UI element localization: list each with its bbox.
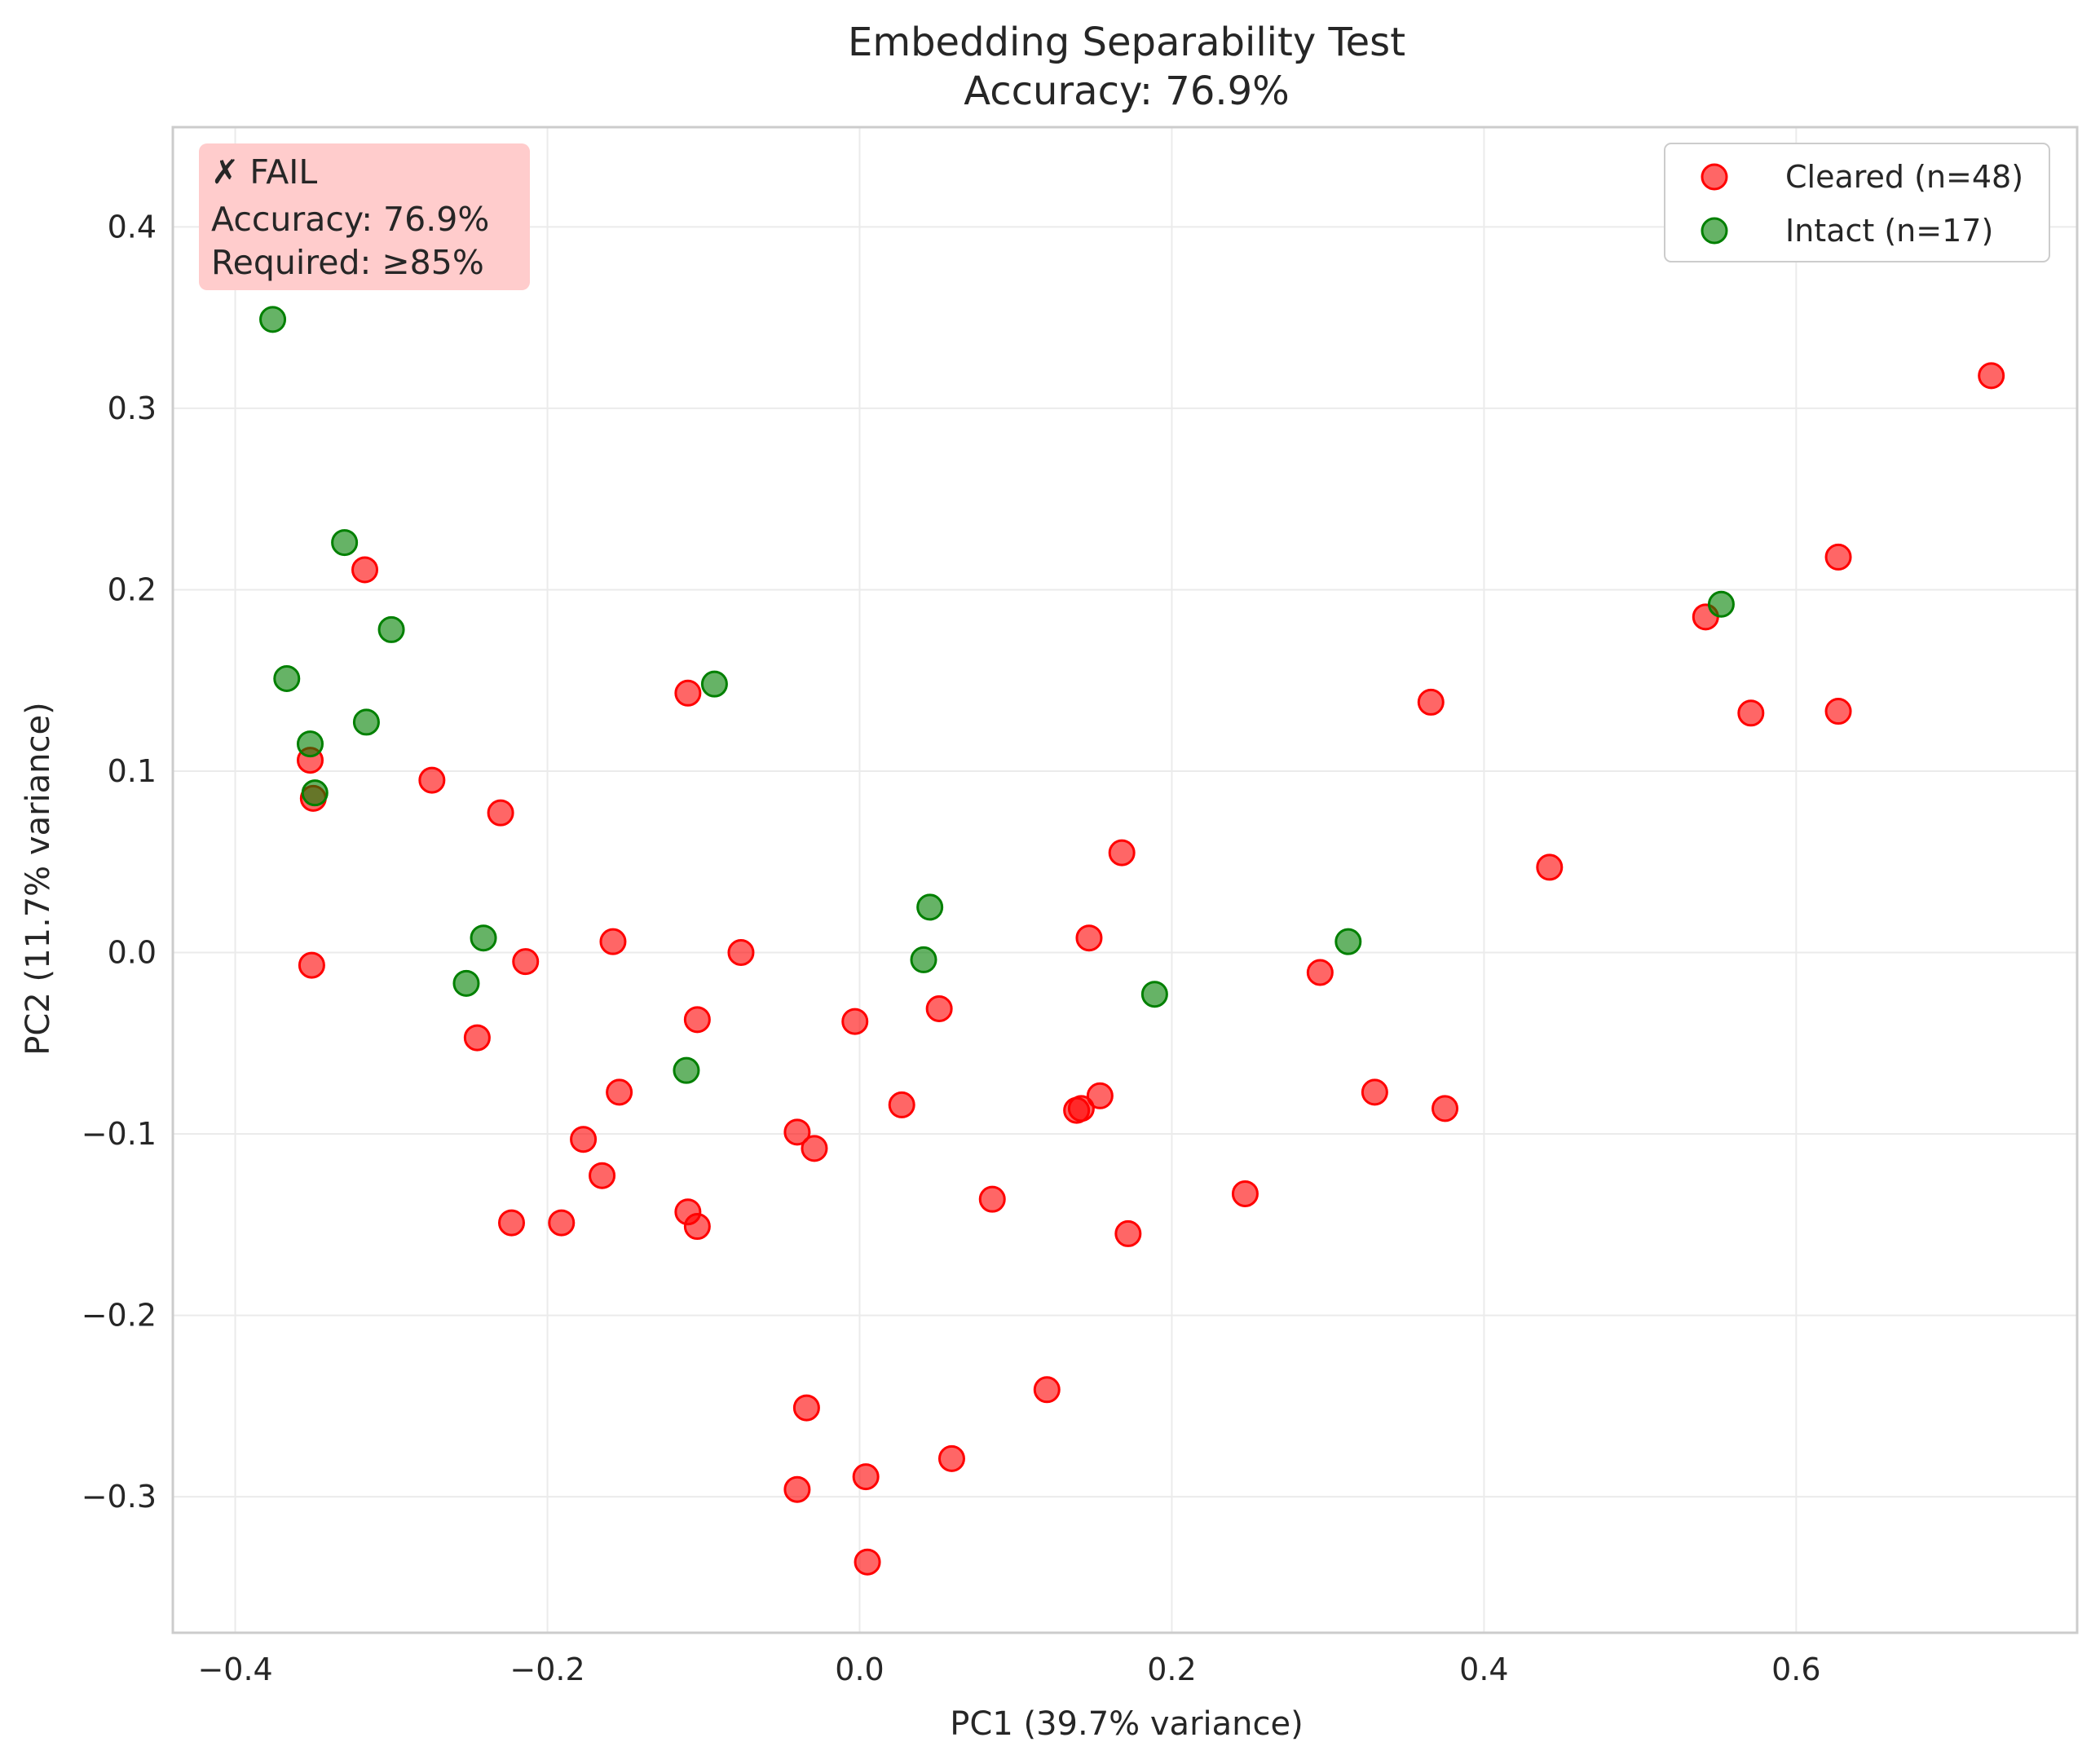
y-axis-ticks: −0.3 −0.2 −0.1 0.0 0.1 0.2 0.3 0.4 bbox=[82, 209, 157, 1515]
cleared-point bbox=[925, 994, 953, 1022]
y-tick-label: −0.1 bbox=[82, 1116, 157, 1152]
chart-subtitle: Accuracy: 76.9% bbox=[964, 68, 1290, 114]
intact-point bbox=[452, 969, 480, 997]
cleared-point bbox=[888, 1091, 915, 1118]
cleared-point bbox=[978, 1185, 1006, 1213]
cleared-point bbox=[783, 1118, 811, 1146]
y-tick-label: 0.0 bbox=[108, 935, 157, 971]
cleared-point bbox=[937, 1444, 965, 1472]
intact-point bbox=[301, 779, 329, 807]
x-tick-label: 0.6 bbox=[1771, 1652, 1820, 1687]
cleared-point bbox=[783, 1475, 811, 1503]
cleared-point bbox=[599, 928, 627, 955]
intact-point bbox=[673, 1056, 700, 1084]
cleared-point bbox=[1231, 1180, 1259, 1207]
cleared-point bbox=[463, 1024, 491, 1052]
cleared-point bbox=[727, 939, 755, 967]
y-axis-label: PC2 (11.7% variance) bbox=[20, 702, 57, 1055]
cleared-point bbox=[841, 1008, 869, 1035]
cleared-point bbox=[1033, 1376, 1061, 1404]
legend-swatch-cleared bbox=[1701, 163, 1728, 191]
status-box-background bbox=[199, 143, 530, 290]
y-tick-label: 0.2 bbox=[108, 571, 157, 607]
data-points bbox=[251, 183, 2005, 1576]
cleared-point bbox=[589, 1162, 616, 1189]
cleared-point bbox=[498, 1209, 526, 1237]
cleared-point bbox=[854, 1548, 881, 1576]
cleared-point bbox=[1431, 1095, 1459, 1122]
y-tick-label: 0.1 bbox=[108, 753, 157, 789]
cleared-point bbox=[1536, 853, 1564, 881]
x-tick-label: −0.2 bbox=[510, 1652, 585, 1687]
cleared-point bbox=[418, 766, 446, 794]
intact-point bbox=[916, 893, 944, 921]
cleared-point bbox=[1824, 698, 1852, 725]
intact-point bbox=[296, 730, 324, 758]
x-tick-label: −0.4 bbox=[197, 1652, 272, 1687]
cleared-point bbox=[792, 1394, 820, 1422]
cleared-point bbox=[1086, 1082, 1114, 1109]
cleared-point bbox=[1075, 924, 1103, 952]
legend-frame bbox=[1664, 143, 2050, 262]
intact-point bbox=[352, 708, 380, 736]
cleared-point bbox=[801, 1135, 828, 1162]
plot-frame bbox=[171, 126, 2079, 1634]
legend-swatch-intact bbox=[1701, 217, 1728, 245]
intact-point bbox=[259, 306, 287, 333]
grid bbox=[173, 127, 2077, 1633]
intact-point bbox=[1707, 590, 1735, 618]
status-line-required: Required: ≥85% bbox=[211, 243, 484, 282]
y-tick-label: 0.3 bbox=[108, 390, 157, 426]
cleared-point bbox=[852, 1463, 880, 1491]
cleared-point bbox=[1108, 839, 1136, 867]
intact-point bbox=[331, 529, 359, 557]
legend: Cleared (n=48) Intact (n=17) bbox=[1664, 143, 2050, 262]
y-tick-label: 0.4 bbox=[108, 209, 157, 245]
cleared-point bbox=[1067, 1095, 1095, 1122]
cleared-point bbox=[606, 1078, 633, 1106]
x-tick-label: 0.4 bbox=[1459, 1652, 1508, 1687]
y-tick-label: −0.3 bbox=[82, 1479, 157, 1515]
intact-point bbox=[700, 670, 728, 698]
cleared-point bbox=[1737, 699, 1765, 727]
intact-point bbox=[470, 924, 497, 952]
cleared-point bbox=[570, 1126, 598, 1153]
cleared-point bbox=[1114, 1219, 1142, 1247]
cleared-point bbox=[1417, 688, 1445, 716]
y-tick-label: −0.2 bbox=[82, 1298, 157, 1334]
cleared-point bbox=[298, 951, 325, 979]
intact-point bbox=[273, 664, 301, 692]
x-axis-label: PC1 (39.7% variance) bbox=[950, 1705, 1303, 1743]
x-tick-label: 0.0 bbox=[835, 1652, 884, 1687]
cleared-point bbox=[674, 679, 702, 707]
cleared-point bbox=[487, 799, 514, 827]
cleared-point bbox=[683, 1006, 711, 1034]
intact-point bbox=[1334, 928, 1362, 955]
legend-label-cleared: Cleared (n=48) bbox=[1785, 159, 2023, 195]
intact-point bbox=[377, 615, 405, 643]
intact-point bbox=[910, 946, 937, 973]
intact-point bbox=[1140, 981, 1168, 1008]
cleared-point bbox=[1361, 1078, 1388, 1106]
cleared-point bbox=[1978, 362, 2005, 390]
cleared-point bbox=[1306, 959, 1334, 986]
status-line-accuracy: Accuracy: 76.9% bbox=[211, 200, 489, 239]
cleared-point bbox=[683, 1213, 711, 1241]
chart-title: Embedding Separability Test bbox=[848, 20, 1405, 65]
x-tick-label: 0.2 bbox=[1147, 1652, 1196, 1687]
cleared-point bbox=[512, 948, 540, 976]
status-line-result: ✗ FAIL bbox=[211, 152, 317, 192]
cleared-point bbox=[351, 556, 379, 584]
x-axis-ticks: −0.4 −0.2 0.0 0.2 0.4 0.6 bbox=[197, 1652, 1820, 1687]
cleared-point bbox=[548, 1209, 576, 1237]
status-box: ✗ FAIL Accuracy: 76.9% Required: ≥85% bbox=[199, 143, 530, 290]
cleared-point bbox=[1824, 543, 1852, 571]
legend-label-intact: Intact (n=17) bbox=[1785, 213, 1993, 249]
